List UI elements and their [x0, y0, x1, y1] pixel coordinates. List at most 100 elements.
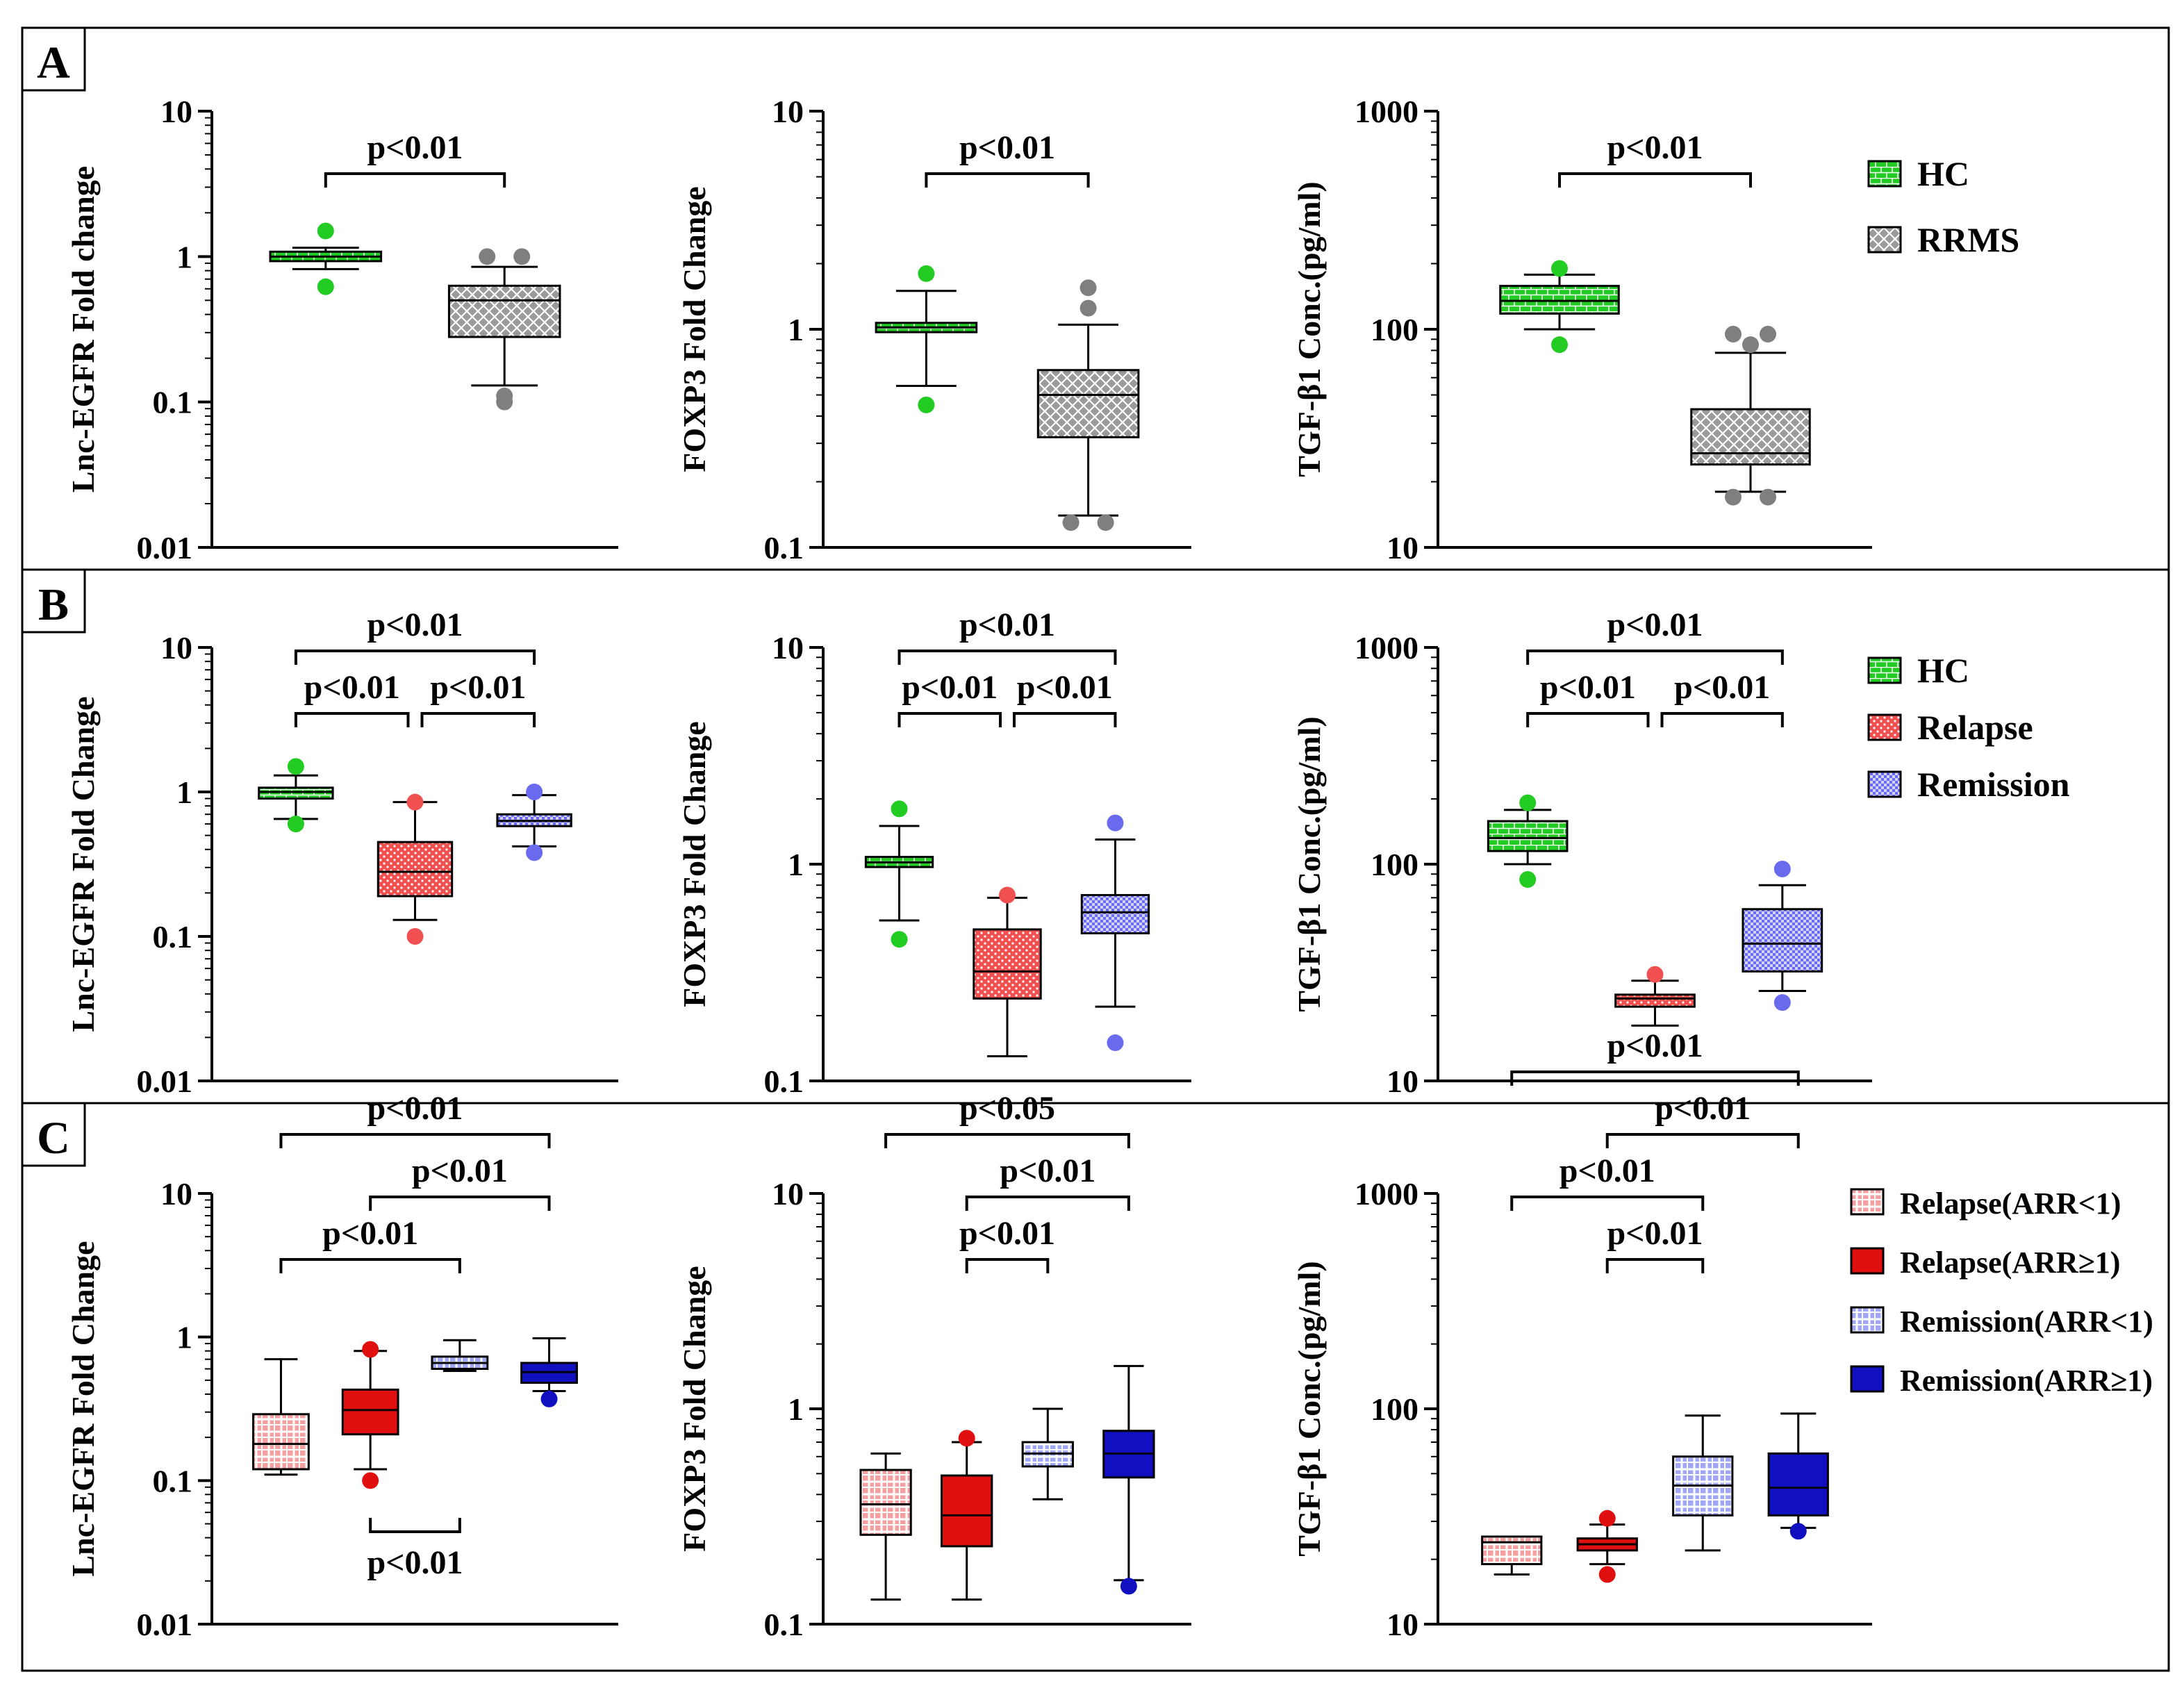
outlier-point: [287, 758, 304, 775]
plot-C2: 0.1 1 10 FOXP3 Fold Change p<0.05 p<0.01 p<0.0…: [677, 1090, 1191, 1642]
legend-item: Relapse: [1867, 708, 2033, 747]
legend-swatch: [1867, 656, 1902, 684]
legend: Relapse(ARR<1) Relapse(ARR≥1) Remission(AR…: [1850, 1186, 2153, 1398]
outlier-point: [1760, 488, 1776, 506]
y-tick-label: 0.1: [153, 385, 193, 420]
legend: HC RRMS: [1867, 154, 2019, 259]
outlier-point: [1760, 325, 1776, 342]
significance-bracket: p<0.01: [1510, 1152, 1705, 1211]
box-iqr: [341, 1388, 399, 1436]
outlier-point: [1725, 325, 1742, 342]
y-tick-label: 1000: [1355, 1176, 1418, 1212]
significance-bracket: p<0.01: [1526, 669, 1650, 727]
legend-label: HC: [1917, 651, 1969, 690]
box-iqr: [1767, 1452, 1829, 1516]
box-Remission: [496, 784, 572, 861]
outlier-point: [362, 1472, 379, 1489]
outlier-point: [406, 928, 424, 945]
bracket-line: [965, 1258, 1050, 1273]
legend-label: Relapse(ARR≥1): [1900, 1246, 2120, 1280]
box-Relapse(ARR<1): [859, 1452, 912, 1601]
p-value-label: p<0.01: [367, 1090, 463, 1127]
p-value-label: p<0.01: [322, 1215, 418, 1252]
y-tick-label: 10: [160, 94, 192, 129]
legend-swatch: [1850, 1188, 1885, 1216]
significance-bracket: p<0.01: [324, 129, 506, 188]
plot-B3: 10 100 1000 TGF-β1 Conc.(pg/ml) p<0.01 p<0.01…: [1291, 606, 1872, 1099]
plot-B1: 0.01 0.1 1 10 Lnc-EGFR Fold Change p<0.01 p<0.…: [65, 606, 618, 1099]
p-value-label: p<0.01: [367, 1544, 463, 1581]
y-tick-label: 10: [772, 94, 804, 129]
outlier-point: [1598, 1510, 1616, 1527]
p-value-label: p<0.01: [1560, 1152, 1655, 1189]
legend-swatch: [1867, 226, 1902, 254]
legend-label: Remission(ARR≥1): [1900, 1364, 2153, 1398]
legend-label: Remission(ARR<1): [1900, 1305, 2153, 1339]
outlier-point: [958, 1430, 975, 1447]
plot-A2: 0.1 1 10 FOXP3 Fold Change p<0.01: [677, 94, 1191, 565]
bracket-line: [279, 1258, 461, 1273]
panel-label: B: [38, 579, 69, 630]
box-iqr: [258, 786, 334, 800]
outlier-point: [1097, 514, 1114, 531]
box-Remission(ARR≥1): [520, 1337, 578, 1407]
outlier-point: [918, 265, 935, 282]
legend-item: Relapse(ARR<1): [1850, 1186, 2121, 1221]
box-HC: [269, 222, 383, 295]
bracket-line: [294, 712, 410, 727]
box-Remission(ARR<1): [1672, 1414, 1734, 1552]
bracket-line: [279, 1133, 551, 1148]
bracket-line: [369, 1517, 461, 1533]
box-HC: [875, 265, 978, 413]
outlier-point: [1725, 488, 1742, 506]
significance-bracket: p<0.01: [1605, 1090, 1800, 1148]
y-axis-label: Lnc-EGFR Fold change: [65, 166, 101, 493]
significance-bracket: p<0.01: [897, 606, 1117, 665]
outlier-point: [1120, 1578, 1137, 1595]
box-Remission(ARR≥1): [1102, 1364, 1155, 1595]
bracket-line: [324, 172, 506, 188]
bracket-line: [1660, 712, 1784, 727]
significance-bracket: p<0.01: [294, 669, 410, 727]
significance-bracket: p<0.01: [1526, 606, 1784, 665]
bracket-line: [294, 650, 536, 665]
bracket-line: [1526, 650, 1784, 665]
y-axis-label: TGF-β1 Conc.(pg/ml): [1291, 1261, 1327, 1556]
y-axis-label: FOXP3 Fold Change: [677, 186, 712, 472]
plot-A1: 0.01 0.1 1 10 Lnc-EGFR Fold change p<0.01: [65, 94, 618, 565]
legend-item: RRMS: [1867, 220, 2019, 259]
significance-bracket: p<0.01: [279, 1090, 551, 1148]
y-tick-label: 100: [1371, 847, 1418, 882]
plot-A3: 10 100 1000 TGF-β1 Conc.(pg/ml) p<0.01: [1291, 94, 1872, 565]
box-RRMS: [1036, 279, 1140, 531]
box-iqr: [1487, 820, 1569, 852]
box-Remission(ARR<1): [1021, 1407, 1074, 1500]
outlier-point: [1079, 299, 1097, 317]
p-value-label: p<0.01: [430, 669, 526, 706]
significance-bracket: p<0.01: [925, 129, 1090, 188]
p-value-label: p<0.01: [1607, 129, 1703, 166]
box-iqr: [1690, 408, 1811, 466]
y-tick-label: 0.1: [153, 919, 193, 954]
y-tick-label: 10: [1387, 530, 1418, 565]
outlier-point: [1551, 336, 1568, 354]
box-Remission: [1080, 814, 1150, 1052]
p-value-label: p<0.01: [304, 669, 400, 706]
significance-bracket: p<0.01: [1660, 669, 1784, 727]
bracket-line: [1605, 1133, 1800, 1148]
significance-bracket: p<0.01: [1605, 1215, 1705, 1273]
box-iqr: [941, 1474, 993, 1548]
y-axis-label: TGF-β1 Conc.(pg/ml): [1291, 181, 1327, 477]
box-iqr: [1614, 993, 1696, 1008]
box-Relapse: [973, 886, 1042, 1057]
p-value-label: p<0.01: [1540, 669, 1636, 706]
box-HC: [1487, 794, 1569, 888]
significance-bracket: p<0.01: [959, 1215, 1055, 1273]
plot-B2: 0.1 1 10 FOXP3 Fold Change p<0.01 p<0.01 p<0.0…: [677, 606, 1191, 1099]
legend: HC Relapse Remission: [1867, 651, 2070, 804]
bracket-line: [1013, 712, 1117, 727]
legend-swatch: [1867, 713, 1902, 741]
y-axis-label: Lnc-EGFR Fold Change: [65, 696, 101, 1032]
legend-item: HC: [1867, 154, 1969, 193]
